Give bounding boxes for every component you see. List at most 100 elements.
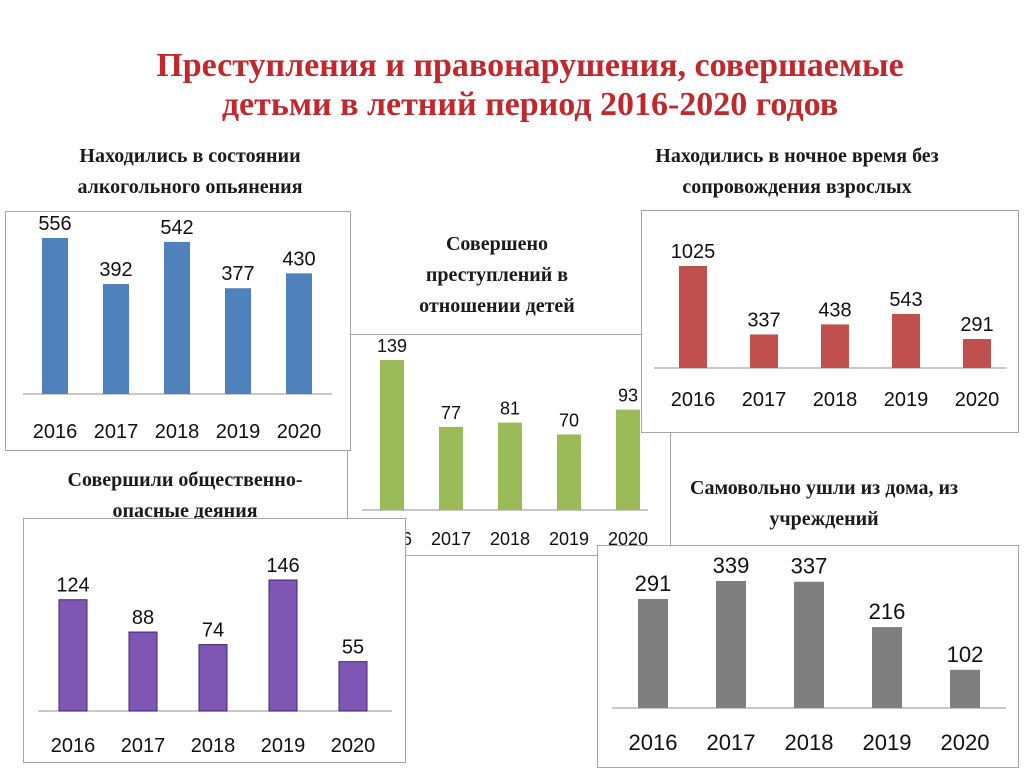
- x-tick-label: 2020: [277, 421, 322, 443]
- chart-title-line: Совершено: [445, 233, 549, 255]
- data-label: 337: [791, 554, 828, 579]
- data-label: 438: [818, 299, 851, 321]
- data-label: 542: [160, 217, 193, 239]
- x-tick-label: 2019: [863, 730, 912, 755]
- data-label: 124: [56, 575, 89, 597]
- x-tick-label: 2016: [33, 421, 78, 443]
- x-tick-label: 2017: [431, 529, 471, 549]
- data-label: 88: [132, 607, 154, 629]
- data-label: 291: [635, 571, 672, 596]
- x-tick-label: 2019: [884, 389, 929, 411]
- slide-title-line-1: Преступления и правонарушения, совершаем…: [156, 47, 904, 84]
- data-label: 337: [747, 309, 780, 331]
- x-tick-label: 2018: [785, 730, 834, 755]
- bar-2020: [286, 273, 312, 394]
- x-tick-label: 2019: [261, 735, 306, 757]
- bar-2016: [679, 266, 707, 368]
- data-label: 70: [559, 410, 579, 430]
- data-label: 291: [960, 314, 993, 336]
- chart-title-line: учреждений: [769, 508, 879, 530]
- bar-2017: [750, 334, 778, 368]
- data-label: 339: [713, 553, 750, 578]
- x-tick-label: 2017: [121, 735, 166, 757]
- chart-title-alcohol: Находились в состоянии алкогольного опья…: [0, 141, 380, 203]
- chart-plot: 556 2016 392 2017 542 2018 377 2019 430 2020: [23, 213, 332, 443]
- chart-title-line: Находились в ночное время без: [655, 145, 939, 167]
- chart-night-unaccompanied: 1025 2016 337 2017 438 2018 543 2019 291 2020: [641, 210, 1019, 433]
- bar-2017: [716, 581, 746, 708]
- chart-ran-away: 291 2016 339 2017 337 2018 216 2019 102 2020: [597, 545, 1019, 768]
- bar-2016: [380, 360, 404, 510]
- x-tick-label: 2016: [671, 389, 716, 411]
- chart-title-line: алкогольного опьянения: [77, 176, 303, 198]
- bar-2018: [198, 644, 228, 712]
- data-label: 139: [377, 336, 407, 356]
- bar-2020: [338, 661, 368, 712]
- x-tick-label: 2020: [941, 730, 990, 755]
- x-tick-label: 2019: [216, 421, 261, 443]
- data-label: 556: [38, 213, 71, 235]
- chart-title-dangerous-acts: Совершили общественно- опасные деяния: [0, 465, 370, 527]
- bar-2019: [268, 579, 298, 712]
- data-label: 430: [282, 248, 315, 270]
- data-label: 55: [342, 637, 364, 659]
- data-label: 81: [500, 399, 520, 419]
- x-tick-label: 2020: [955, 389, 1000, 411]
- slide-title: Преступления и правонарушения, совершаем…: [40, 46, 1020, 124]
- data-label: 102: [947, 642, 984, 667]
- chart-plot: 291 2016 339 2017 337 2018 216 2019 102 2020: [612, 553, 1006, 755]
- bar-2018: [498, 422, 522, 510]
- x-tick-label: 2016: [629, 730, 678, 755]
- bar-2018: [794, 581, 824, 708]
- data-label: 392: [99, 259, 132, 281]
- bar-2018: [164, 241, 190, 394]
- chart-title-line: опасные деяния: [112, 500, 258, 522]
- bar-2016: [58, 599, 88, 712]
- data-label: 74: [202, 620, 224, 642]
- chart-title-line: отношении детей: [419, 295, 575, 317]
- data-label: 93: [618, 386, 638, 406]
- chart-title-crimes-against-children: Совершено преступлений в отношении детей: [380, 229, 614, 322]
- data-label: 146: [266, 555, 299, 577]
- chart-title-line: сопровождения взрослых: [682, 176, 912, 198]
- data-label: 1025: [671, 241, 716, 263]
- x-tick-label: 2017: [742, 389, 787, 411]
- x-tick-label: 2017: [707, 730, 756, 755]
- bar-2017: [103, 284, 129, 394]
- x-tick-label: 2018: [813, 389, 858, 411]
- data-label: 377: [221, 263, 254, 285]
- bar-2016: [42, 238, 68, 394]
- chart-title-line: Самовольно ушли из дома, из: [690, 477, 958, 499]
- bar-2020: [950, 669, 980, 708]
- x-tick-label: 2018: [490, 529, 530, 549]
- bar-2019: [892, 313, 920, 368]
- slide-title-line-2: детьми в летний период 2016-2020 годов: [221, 86, 839, 123]
- data-label: 77: [441, 403, 461, 423]
- chart-dangerous-acts: 124 2016 88 2017 74 2018 146 2019 55 2020: [23, 518, 406, 763]
- bar-2017: [128, 631, 158, 712]
- chart-plot: 124 2016 88 2017 74 2018 146 2019 55 2020: [38, 555, 392, 757]
- bar-2017: [439, 426, 463, 510]
- x-tick-label: 2020: [331, 735, 376, 757]
- bar-2019: [872, 627, 902, 708]
- bar-2020: [616, 409, 640, 510]
- data-label: 216: [869, 599, 906, 624]
- chart-title-line: Находились в состоянии: [79, 145, 301, 167]
- x-tick-label: 2018: [191, 735, 236, 757]
- data-label: 543: [889, 289, 922, 311]
- chart-title-line: преступлений в: [425, 264, 569, 286]
- x-tick-label: 2019: [549, 529, 589, 549]
- bar-2018: [821, 324, 849, 368]
- chart-title-night-unaccompanied: Находились в ночное время без сопровожде…: [597, 141, 997, 203]
- bar-2016: [638, 598, 668, 708]
- x-tick-label: 2018: [155, 421, 200, 443]
- chart-title-line: Совершили общественно-: [67, 469, 303, 491]
- x-tick-label: 2016: [51, 735, 96, 757]
- bar-2019: [557, 434, 581, 510]
- chart-alcohol: 556 2016 392 2017 542 2018 377 2019 430 2020: [5, 211, 351, 451]
- chart-plot: 1025 2016 337 2017 438 2018 543 2019 291 2020: [654, 241, 1007, 411]
- x-tick-label: 2017: [94, 421, 139, 443]
- chart-title-ran-away: Самовольно ушли из дома, из учреждений: [624, 473, 1024, 535]
- bar-2020: [963, 339, 991, 368]
- x-tick-label: 2020: [608, 529, 648, 549]
